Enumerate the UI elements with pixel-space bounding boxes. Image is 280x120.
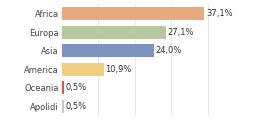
Text: 0,5%: 0,5% xyxy=(65,102,86,111)
Bar xyxy=(62,81,64,94)
Bar xyxy=(62,7,204,20)
Bar xyxy=(62,26,166,39)
Text: 27,1%: 27,1% xyxy=(167,28,194,37)
Text: 24,0%: 24,0% xyxy=(156,46,182,55)
Text: 10,9%: 10,9% xyxy=(105,65,132,74)
Bar xyxy=(62,63,104,76)
Text: 37,1%: 37,1% xyxy=(206,9,233,18)
Text: 0,5%: 0,5% xyxy=(65,83,86,92)
Bar xyxy=(62,44,154,57)
Bar xyxy=(62,100,64,113)
